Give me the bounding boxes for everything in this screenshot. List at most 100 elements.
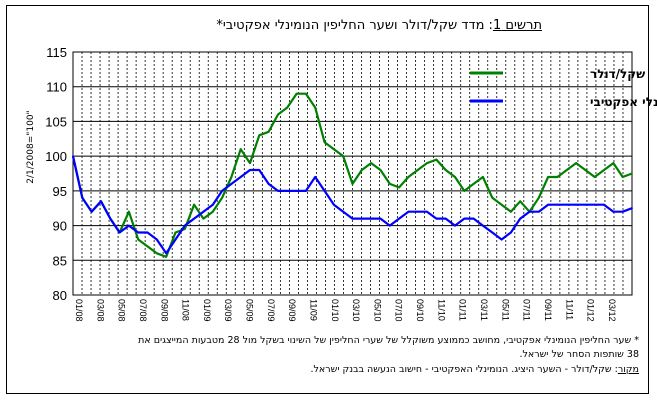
y-tick-label: 90	[53, 219, 67, 234]
data-point	[72, 155, 74, 158]
x-tick-label: 07/10	[394, 299, 404, 322]
data-point	[379, 169, 382, 171]
data-point	[286, 106, 289, 109]
data-point	[407, 176, 410, 178]
data-point	[267, 183, 270, 185]
data-point	[593, 203, 596, 206]
data-point	[118, 231, 121, 234]
data-point	[267, 130, 270, 133]
y-tick-label: 105	[45, 114, 67, 129]
data-point	[323, 141, 326, 144]
data-point	[81, 196, 84, 199]
data-point	[537, 210, 540, 213]
data-point	[547, 176, 549, 178]
data-point	[398, 217, 400, 220]
source-label: מקור	[617, 364, 639, 375]
data-point	[342, 210, 345, 213]
data-point	[351, 217, 354, 220]
x-tick-label: 11/08	[181, 299, 191, 321]
data-point	[137, 231, 140, 234]
data-point	[211, 203, 214, 206]
data-point	[370, 162, 372, 165]
data-point	[174, 238, 177, 241]
chart-title: תרשים 1: מדד שקל/דולר ושער החליפין הנומי…	[216, 18, 542, 33]
x-tick-label: 03/12	[607, 299, 617, 322]
source-text: : שקל/דולר - השער היציג. הנומינלי האפקטי…	[310, 364, 618, 375]
data-point	[463, 190, 466, 192]
data-point	[519, 200, 522, 203]
data-point	[435, 217, 438, 220]
data-point	[472, 183, 475, 185]
data-point	[155, 252, 158, 255]
data-point	[510, 231, 512, 234]
x-tick-label: 11/11	[564, 299, 574, 320]
data-point	[612, 162, 615, 165]
x-tick-label: 05/10	[372, 299, 382, 322]
data-point	[556, 176, 559, 178]
data-point	[239, 176, 242, 178]
data-point	[183, 228, 186, 230]
source-note: מקור: שקל/דולר - השער היציג. הנומינלי הא…	[311, 364, 640, 375]
data-point	[146, 245, 149, 248]
data-point	[426, 210, 428, 213]
data-point	[127, 224, 130, 227]
y-tick-label: 110	[46, 80, 67, 95]
y-tick-label: 100	[45, 149, 67, 164]
data-point	[258, 134, 261, 137]
data-point	[221, 196, 224, 199]
x-tick-label: 01/10	[330, 299, 340, 322]
data-point	[565, 203, 568, 206]
x-tick-label: 01/08	[74, 299, 84, 322]
data-point	[314, 106, 317, 109]
data-point	[127, 210, 130, 213]
data-point	[90, 210, 93, 213]
data-point	[342, 155, 345, 158]
x-tick-label: 03/08	[95, 299, 105, 322]
legend-label: נומינלי אפקטיבי	[590, 95, 657, 109]
x-tick-label: 05/08	[117, 299, 127, 322]
data-point	[491, 231, 494, 234]
data-point	[360, 169, 363, 171]
data-point	[575, 203, 577, 206]
data-point	[621, 176, 624, 178]
data-point	[323, 190, 326, 192]
x-tick-label: 09/08	[159, 299, 169, 322]
data-point	[537, 196, 540, 199]
data-point	[584, 203, 587, 206]
data-point	[444, 169, 447, 171]
data-point	[565, 169, 568, 171]
data-point	[137, 238, 140, 241]
y-tick-label: 80	[53, 288, 67, 303]
data-point	[305, 92, 307, 95]
x-tick-label: 11/09	[308, 299, 318, 321]
chart-title-text: : מדד שקל/דולר ושער החליפין הנומינלי אפק…	[216, 18, 493, 33]
data-point	[426, 162, 428, 165]
data-point	[155, 238, 158, 241]
data-point	[277, 190, 279, 192]
data-point	[454, 224, 456, 227]
data-point	[193, 203, 196, 206]
data-point	[482, 176, 484, 178]
data-point	[510, 210, 512, 213]
data-point	[612, 210, 615, 213]
data-point	[286, 190, 289, 192]
data-point	[444, 217, 447, 220]
data-point	[631, 172, 633, 175]
footnote-line-2: 38 שותפות הסחר של ישראל.	[519, 349, 639, 360]
data-point	[221, 190, 224, 192]
data-point	[603, 169, 605, 171]
data-point	[491, 196, 494, 199]
x-tick-label: 03/10	[351, 299, 361, 322]
data-point	[174, 231, 177, 234]
data-point	[435, 158, 438, 161]
data-point	[388, 224, 391, 227]
data-point	[482, 224, 484, 227]
y-tick-label: 85	[53, 253, 67, 268]
x-tick-label: 01/09	[202, 299, 212, 322]
data-point	[454, 176, 456, 178]
data-point	[398, 186, 400, 189]
data-point	[519, 217, 522, 220]
legend-label: שקל/דולר	[590, 67, 645, 81]
x-tick-label: 09/09	[287, 299, 297, 322]
